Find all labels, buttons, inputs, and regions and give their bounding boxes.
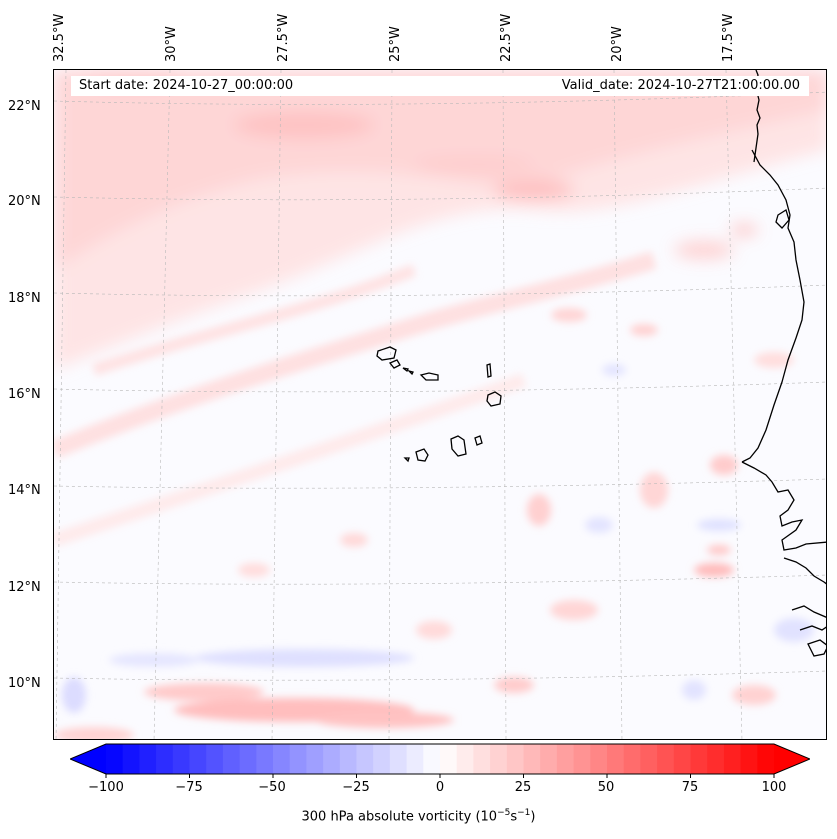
- colorbar-segment: [189, 744, 207, 774]
- colorbar-extend-max: [774, 744, 810, 774]
- colorbar-segment: [273, 744, 291, 774]
- colorbar-segment: [473, 744, 491, 774]
- colorbar-segment: [139, 744, 157, 774]
- colorbar-segment: [657, 744, 675, 774]
- colorbar-segment: [406, 744, 424, 774]
- lon-label-32-5w: 32.5°W: [52, 13, 67, 62]
- vorticity-streaks: [54, 251, 657, 547]
- lon-label-17-5w: 17.5°W: [721, 13, 736, 62]
- colorbar-segment: [389, 744, 408, 774]
- colorbar-label: 300 hPa absolute vorticity (10−5s−1): [301, 808, 536, 825]
- colorbar-tick: 25: [514, 780, 532, 795]
- colorbar-segment: [156, 744, 174, 774]
- colorbar-segment: [556, 744, 575, 774]
- colorbar-segment: [573, 744, 591, 774]
- lat-label-18n: 18°N: [8, 291, 41, 306]
- colorbar-segment: [740, 744, 758, 774]
- colorbar-segment: [239, 744, 257, 774]
- start-date-label: Start date: 2024-10-27_00:00:00: [79, 78, 294, 93]
- colorbar-segment: [523, 744, 541, 774]
- cape-verde-islands: [376, 346, 502, 463]
- colorbar-segment: [206, 744, 224, 774]
- colorbar-segment: [506, 744, 524, 774]
- colorbar-segment: [356, 744, 374, 774]
- colorbar-segment: [590, 744, 608, 774]
- colorbar-tick: 100: [761, 780, 787, 795]
- lon-label-27-5w: 27.5°W: [276, 13, 291, 62]
- colorbar-segment: [289, 744, 307, 774]
- colorbar-segment: [623, 744, 641, 774]
- colorbar-segment: [423, 744, 441, 774]
- colorbar-segment: [707, 744, 725, 774]
- colorbar-segment: [339, 744, 357, 774]
- lon-label-30w: 30°W: [164, 26, 179, 62]
- vorticity-field: [54, 70, 826, 739]
- colorbar-extend-min: [70, 744, 106, 774]
- vorticity-south: [54, 308, 814, 739]
- colorbar-segment: [456, 744, 474, 774]
- colorbar-tick: −100: [88, 780, 124, 795]
- colorbar-segment: [306, 744, 324, 774]
- colorbar-segment: [607, 744, 625, 774]
- lat-label-12n: 12°N: [8, 580, 41, 595]
- colorbar-segment: [723, 744, 742, 774]
- colorbar-segment: [440, 744, 458, 774]
- colorbar-segment: [172, 744, 190, 774]
- lon-label-22-5w: 22.5°W: [499, 13, 514, 62]
- colorbar-segment: [106, 744, 124, 774]
- colorbar-tick: −25: [342, 780, 370, 795]
- colorbar-segment: [122, 744, 140, 774]
- lon-label-20w: 20°W: [610, 26, 625, 62]
- colorbar-segment: [690, 744, 708, 774]
- colorbar-tick: 50: [597, 780, 615, 795]
- colorbar-segment: [540, 744, 558, 774]
- colorbar: [70, 743, 810, 778]
- colorbar-segment: [757, 744, 775, 774]
- colorbar-segment: [490, 744, 508, 774]
- colorbar-tick: 75: [681, 780, 699, 795]
- lat-label-16n: 16°N: [8, 387, 41, 402]
- gridlines: [54, 70, 826, 739]
- map-panel: [53, 69, 827, 740]
- african-coastline: [741, 70, 826, 657]
- lat-label-14n: 14°N: [8, 483, 41, 498]
- colorbar-segment: [222, 744, 241, 774]
- lat-label-10n: 10°N: [8, 676, 41, 691]
- colorbar-segment: [323, 744, 341, 774]
- colorbar-segment: [673, 744, 691, 774]
- colorbar-segment: [640, 744, 658, 774]
- valid-date-label: Valid_date: 2024-10-27T21:00:00.00: [561, 78, 800, 93]
- colorbar-tick: −50: [258, 780, 286, 795]
- lon-label-25w: 25°W: [388, 26, 403, 62]
- colorbar-tick: −75: [175, 780, 203, 795]
- lat-label-22n: 22°N: [8, 99, 41, 114]
- date-info-bar: Start date: 2024-10-27_00:00:00 Valid_da…: [71, 76, 809, 96]
- colorbar-segment: [373, 744, 391, 774]
- colorbar-tick: 0: [435, 780, 445, 795]
- colorbar-segment: [256, 744, 274, 774]
- lat-label-20n: 20°N: [8, 194, 41, 209]
